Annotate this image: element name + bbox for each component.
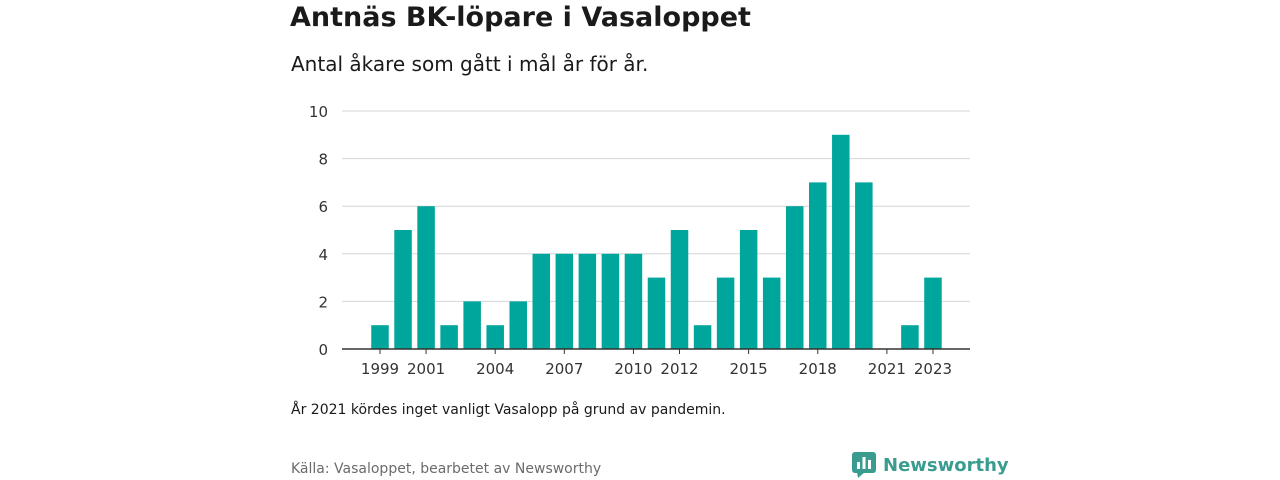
y-tick-label: 4 [318,246,328,264]
newsworthy-brand[interactable]: Newsworthy [852,452,1009,478]
newsworthy-logo-icon [852,452,876,478]
x-tick-label: 2015 [730,360,768,378]
x-tick-label: 1999 [361,360,399,378]
bar [670,230,689,349]
bar [394,230,412,349]
bar [601,253,620,349]
bar [463,301,481,349]
brand-name: Newsworthy [883,454,1009,476]
bar [855,182,873,349]
bar [509,301,527,349]
bar [486,325,504,349]
bar [785,206,804,349]
bar [739,230,758,349]
bar [809,182,827,349]
y-tick-label: 2 [318,293,328,311]
x-tick-label: 2023 [914,360,952,378]
source-text: Källa: Vasaloppet, bearbetet av Newswort… [291,461,602,477]
bar [532,253,551,349]
x-tick-label: 2018 [799,360,837,378]
bar [716,277,735,349]
bar [762,277,781,349]
bar [832,134,850,349]
chart-subtitle: Antal åkare som gått i mål år för år. [291,52,649,76]
y-tick-label: 6 [318,198,328,216]
bar [578,253,597,349]
x-tick-label: 2010 [614,360,652,378]
chart-title: Antnäs BK-löpare i Vasaloppet [290,2,751,33]
x-tick-label: 2007 [545,360,583,378]
x-tick-label: 2012 [660,360,698,378]
bar [647,277,666,349]
bar [901,325,919,349]
y-tick-label: 8 [318,151,328,169]
x-tick-label: 2001 [407,360,445,378]
x-tick-label: 2021 [868,360,906,378]
bar [924,277,942,349]
bar [624,253,643,349]
bar [440,325,458,349]
bar [693,325,712,349]
chart-note: År 2021 kördes inget vanligt Vasalopp på… [291,402,726,418]
x-tick-label: 2004 [476,360,514,378]
y-tick-label: 0 [318,341,328,359]
bar [371,325,389,349]
y-tick-label: 10 [309,103,328,121]
bar-chart: 0 2 4 6 8 10 1999 2001 2004 2007 2010 2012 2015 2018 2… [309,103,970,378]
bar [555,253,574,349]
bar [417,206,435,349]
